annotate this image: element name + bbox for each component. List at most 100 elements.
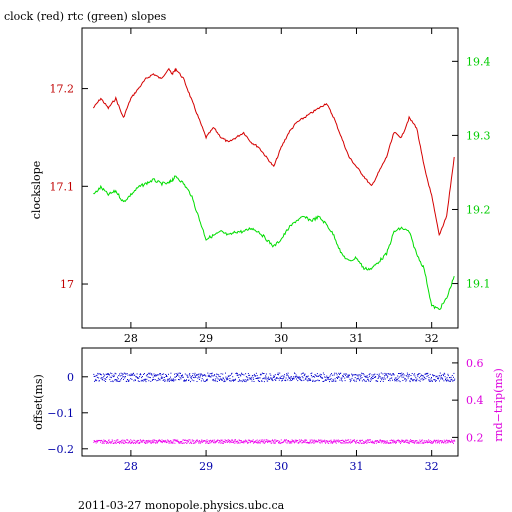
point-rnd-trip	[349, 441, 350, 443]
point-rnd-trip	[219, 440, 220, 442]
point-offset	[312, 380, 314, 382]
point-rnd-trip	[158, 440, 160, 441]
point-offset	[94, 380, 96, 382]
point-offset	[438, 377, 440, 379]
point-rnd-trip	[115, 442, 117, 444]
point-offset	[97, 373, 99, 375]
point-rnd-trip	[123, 442, 124, 444]
point-rnd-trip	[349, 441, 351, 442]
point-rnd-trip	[330, 442, 332, 444]
point-offset	[190, 377, 192, 378]
point-rnd-trip	[156, 442, 158, 444]
point-rnd-trip	[326, 440, 328, 442]
top-right-y-tick-label: 19.4	[466, 55, 491, 68]
point-offset	[251, 380, 253, 382]
point-rnd-trip	[396, 441, 397, 443]
point-rnd-trip	[314, 440, 316, 442]
point-rnd-trip	[229, 440, 230, 441]
point-offset	[144, 378, 146, 380]
point-offset	[232, 376, 234, 378]
point-rnd-trip	[249, 439, 251, 441]
point-rnd-trip	[212, 439, 214, 441]
point-offset	[337, 376, 339, 378]
point-rnd-trip	[353, 439, 355, 441]
point-offset	[225, 376, 227, 378]
point-rnd-trip	[324, 439, 326, 441]
point-offset	[231, 373, 232, 375]
point-offset	[239, 379, 240, 381]
point-rnd-trip	[412, 441, 414, 443]
point-rnd-trip	[441, 442, 442, 444]
point-rnd-trip	[227, 441, 229, 442]
point-offset	[194, 375, 196, 377]
point-rnd-trip	[301, 440, 303, 442]
point-rnd-trip	[313, 440, 315, 442]
point-rnd-trip	[401, 439, 403, 441]
point-offset	[156, 380, 158, 382]
point-offset	[112, 381, 114, 383]
point-offset	[249, 374, 251, 376]
point-rnd-trip	[411, 440, 413, 441]
point-offset	[445, 380, 447, 381]
point-offset	[344, 377, 346, 379]
point-offset	[339, 379, 341, 381]
bottom-x-tick-label: 29	[199, 460, 213, 473]
point-rnd-trip	[130, 439, 132, 441]
point-rnd-trip	[414, 441, 416, 443]
point-offset	[386, 373, 387, 375]
point-rnd-trip	[448, 441, 450, 443]
point-rnd-trip	[129, 442, 131, 444]
point-offset	[202, 379, 204, 381]
point-offset	[170, 376, 171, 378]
bottom-x-tick-label: 32	[425, 460, 439, 473]
point-rnd-trip	[244, 441, 246, 443]
point-rnd-trip	[113, 442, 115, 444]
bottom-series-points	[93, 372, 456, 444]
point-offset	[416, 374, 418, 376]
point-rnd-trip	[435, 441, 436, 443]
point-offset	[304, 373, 306, 375]
point-offset	[182, 376, 184, 378]
point-offset	[259, 377, 261, 379]
point-offset	[229, 378, 231, 380]
point-rnd-trip	[344, 442, 346, 444]
top-axis-ticks: 28 29 30 31 32 17 17.1 17.2 19.1 19.2 19.3 19.4	[50, 28, 491, 345]
point-rnd-trip	[149, 441, 151, 443]
point-offset	[404, 378, 406, 380]
point-rnd-trip	[214, 442, 216, 444]
point-offset	[265, 375, 267, 377]
point-rnd-trip	[331, 442, 333, 444]
point-offset	[148, 380, 150, 382]
point-rnd-trip	[325, 442, 326, 444]
point-offset	[285, 377, 287, 379]
point-rnd-trip	[146, 442, 148, 444]
point-offset	[454, 378, 456, 380]
point-offset	[136, 373, 138, 375]
point-offset	[96, 374, 98, 376]
point-rnd-trip	[184, 439, 186, 441]
point-rnd-trip	[138, 440, 140, 442]
point-offset	[430, 380, 432, 382]
point-rnd-trip	[108, 440, 110, 442]
point-offset	[373, 376, 375, 378]
point-rnd-trip	[411, 441, 413, 443]
point-offset	[208, 375, 210, 377]
point-offset	[145, 381, 147, 383]
point-rnd-trip	[331, 441, 332, 443]
point-rnd-trip	[169, 440, 171, 442]
point-offset	[259, 380, 261, 382]
point-offset	[250, 376, 252, 378]
point-rnd-trip	[377, 440, 379, 441]
point-rnd-trip	[295, 440, 297, 442]
point-rnd-trip	[198, 440, 200, 441]
point-rnd-trip	[361, 442, 363, 444]
point-rnd-trip	[109, 441, 111, 443]
point-rnd-trip	[359, 441, 361, 443]
point-rnd-trip	[447, 440, 448, 442]
point-offset	[246, 376, 248, 378]
point-offset	[220, 373, 222, 375]
point-offset	[431, 381, 433, 382]
top-x-tick-label: 32	[425, 332, 439, 345]
point-rnd-trip	[359, 440, 361, 442]
point-offset	[160, 377, 162, 379]
